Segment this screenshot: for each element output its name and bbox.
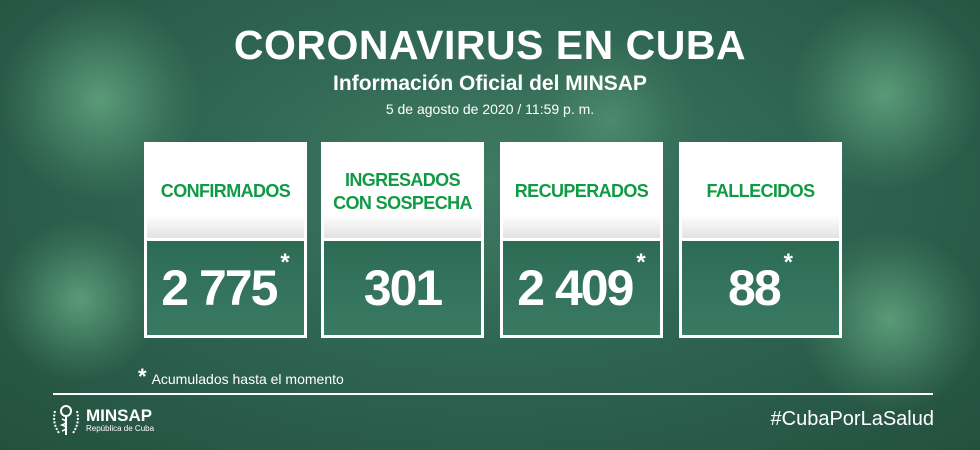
- report-date: 5 de agosto de 2020 / 11:59 p. m.: [385, 101, 595, 117]
- caduceus-emblem-icon: [53, 405, 79, 435]
- asterisk: *: [138, 364, 147, 389]
- card-label: RECUPERADOS: [514, 181, 649, 201]
- divider: [53, 393, 933, 395]
- card-value: 2 409: [517, 260, 634, 316]
- logo-name: MINSAP: [86, 406, 153, 425]
- hashtag: #CubaPorLaSalud: [770, 408, 934, 430]
- page-subtitle: Información Oficial del MINSAP: [333, 72, 647, 95]
- asterisk: *: [636, 249, 646, 276]
- card-label-line2: CON SOSPECHA: [333, 192, 472, 213]
- logo-subtitle: República de Cuba: [86, 424, 155, 433]
- virus-decoration: [0, 220, 160, 380]
- card-value: 301: [363, 260, 443, 316]
- footnote: * Acumulados hasta el momento: [138, 364, 344, 390]
- card-label: CONFIRMADOS: [160, 181, 291, 201]
- card-recuperados: RECUPERADOS 2 409 *: [500, 142, 663, 338]
- card-value: 88: [728, 260, 782, 316]
- asterisk: *: [783, 249, 793, 276]
- card-ingresados: INGRESADOS CON SOSPECHA 301: [321, 142, 484, 338]
- page-title: CORONAVIRUS EN CUBA: [233, 22, 747, 68]
- card-confirmados: CONFIRMADOS 2 775 *: [144, 142, 307, 338]
- card-label: FALLECIDOS: [706, 181, 815, 201]
- asterisk: *: [280, 249, 290, 276]
- minsap-logo: MINSAP República de Cuba: [50, 403, 154, 437]
- footnote-text: Acumulados hasta el momento: [151, 371, 344, 387]
- card-label-line1: INGRESADOS: [344, 169, 461, 190]
- card-fallecidos: FALLECIDOS 88 *: [679, 142, 842, 338]
- card-value: 2 775: [161, 260, 278, 316]
